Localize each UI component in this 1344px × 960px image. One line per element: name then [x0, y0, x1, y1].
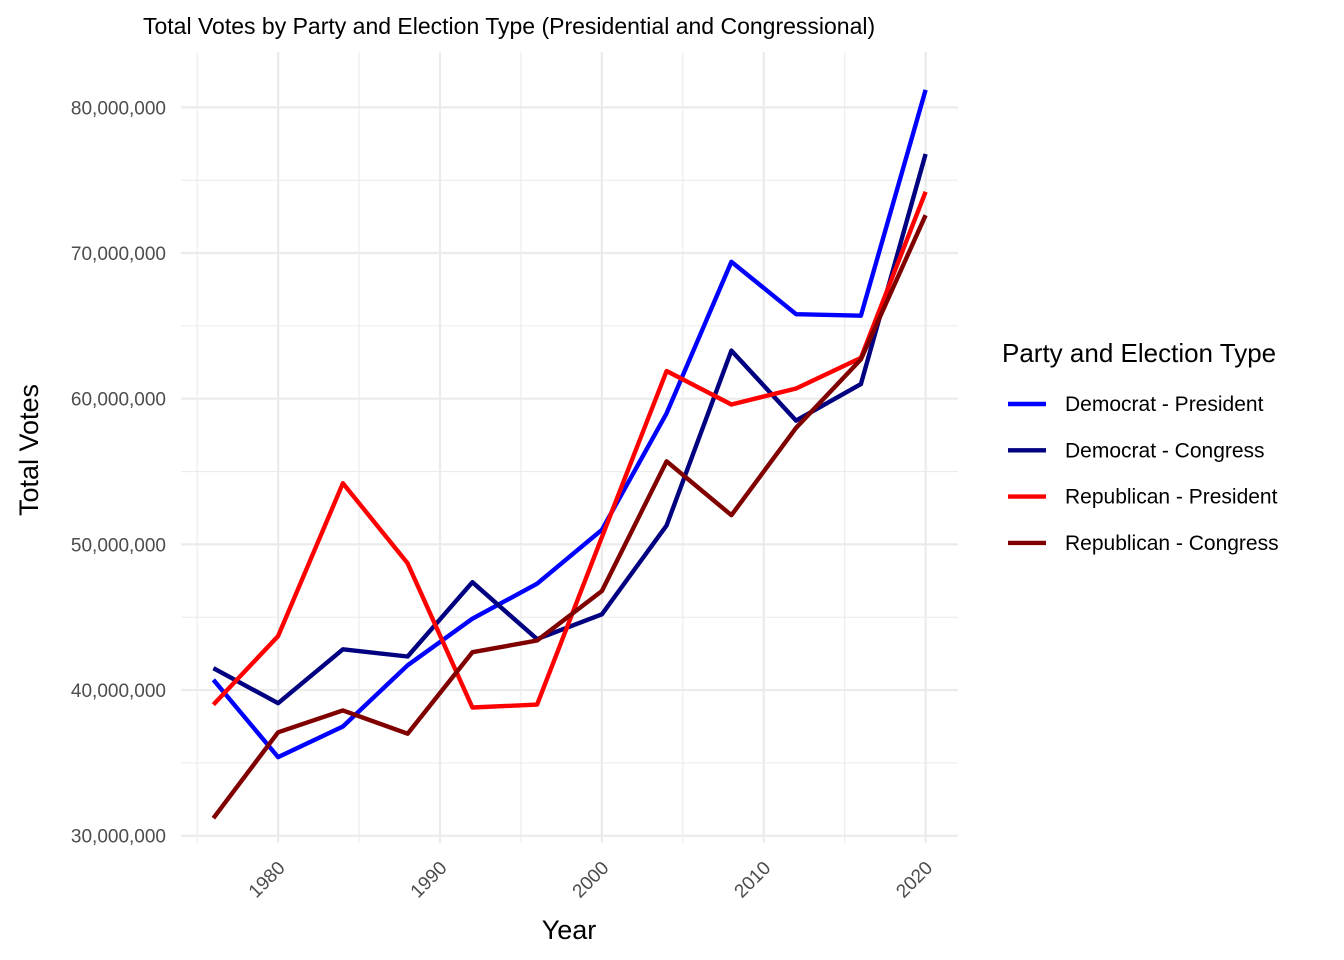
x-axis-title: Year: [542, 915, 597, 945]
y-axis-title: Total Votes: [14, 384, 44, 516]
y-tick-label: 30,000,000: [71, 827, 166, 848]
y-tick-label: 60,000,000: [71, 390, 166, 411]
legend-title: Party and Election Type: [1002, 338, 1276, 368]
series-line-republican-congress: [211, 214, 928, 820]
y-tick-label: 70,000,000: [71, 244, 166, 265]
chart-title: Total Votes by Party and Election Type (…: [143, 13, 875, 39]
legend: Party and Election Type Democrat - Presi…: [1002, 338, 1279, 555]
legend-label-republican-president: Republican - President: [1065, 486, 1278, 509]
series-line-democrat-president: [211, 89, 928, 760]
x-tick-label: 2020: [892, 858, 937, 903]
x-tick-label: 1980: [245, 858, 290, 903]
y-tick-label: 80,000,000: [71, 98, 166, 119]
axes: 30,000,000 40,000,000 50,000,000 60,000,000…: [71, 98, 937, 902]
legend-items: Democrat - President Democrat - Congress R…: [1008, 393, 1279, 555]
legend-label-democrat-president: Democrat - President: [1065, 393, 1264, 416]
x-tick-label: 1990: [407, 858, 452, 903]
series-lines: [211, 89, 928, 820]
y-tick-label: 40,000,000: [71, 681, 166, 702]
y-tick-label: 50,000,000: [71, 535, 166, 556]
legend-label-democrat-congress: Democrat - Congress: [1065, 439, 1265, 462]
series-line-republican-president: [211, 191, 928, 710]
x-tick-label: 2010: [731, 858, 776, 903]
x-tick-label: 2000: [569, 858, 614, 903]
grid: [181, 52, 958, 843]
legend-label-republican-congress: Republican - Congress: [1065, 532, 1279, 555]
